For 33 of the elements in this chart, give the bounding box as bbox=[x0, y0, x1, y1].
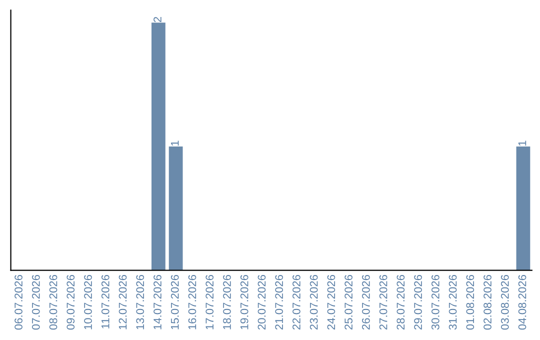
x-tick-label: 23.07.2026 bbox=[310, 274, 318, 330]
x-tick-label: 06.07.2026 bbox=[14, 274, 22, 330]
x-tick-label: 16.07.2026 bbox=[188, 274, 196, 330]
x-tick-label: 30.07.2026 bbox=[431, 274, 440, 330]
x-tick-label: 22.07.2026 bbox=[292, 274, 300, 330]
x-tick-label: 18.07.2026 bbox=[223, 274, 231, 330]
x-tick-label: 12.07.2026 bbox=[118, 274, 127, 330]
data-label: 2 bbox=[154, 16, 162, 22]
data-label: 1 bbox=[171, 140, 179, 146]
x-tick-label: 29.07.2026 bbox=[414, 274, 422, 330]
x-tick-label: 20.07.2026 bbox=[258, 274, 266, 330]
x-tick-label: 02.08.2026 bbox=[484, 274, 492, 330]
x-tick-label: 04.08.2026 bbox=[518, 274, 526, 330]
x-tick-label: 11.07.2026 bbox=[101, 274, 110, 328]
x-tick-label: 27.07.2026 bbox=[379, 274, 388, 330]
x-tick-label: 08.07.2026 bbox=[49, 274, 58, 330]
x-tick-label: 03.08.2026 bbox=[500, 274, 509, 330]
x-tick-label: 07.07.2026 bbox=[32, 274, 40, 330]
x-tick-label: 25.07.2026 bbox=[344, 274, 352, 330]
x-tick-label: 21.07.2026 bbox=[275, 274, 284, 330]
x-tick-label: 28.07.2026 bbox=[396, 274, 405, 330]
x-tick-label: 31.07.2026 bbox=[448, 274, 457, 330]
x-tick-label: 01.08.2026 bbox=[466, 274, 474, 330]
x-tick-label: 14.07.2026 bbox=[154, 274, 162, 330]
x-tick-label: 15.07.2026 bbox=[170, 274, 179, 330]
x-tick-label: 09.07.2026 bbox=[66, 274, 75, 330]
x-tick-label: 13.07.2026 bbox=[136, 274, 144, 330]
x-tick-label: 26.07.2026 bbox=[362, 274, 370, 330]
x-tick-label: 17.07.2026 bbox=[206, 274, 214, 330]
x-tick-label: 10.07.2026 bbox=[84, 274, 92, 330]
x-tick-label: 24.07.2026 bbox=[327, 274, 336, 330]
x-tick-label: 19.07.2026 bbox=[240, 274, 248, 330]
data-label: 1 bbox=[518, 140, 526, 146]
